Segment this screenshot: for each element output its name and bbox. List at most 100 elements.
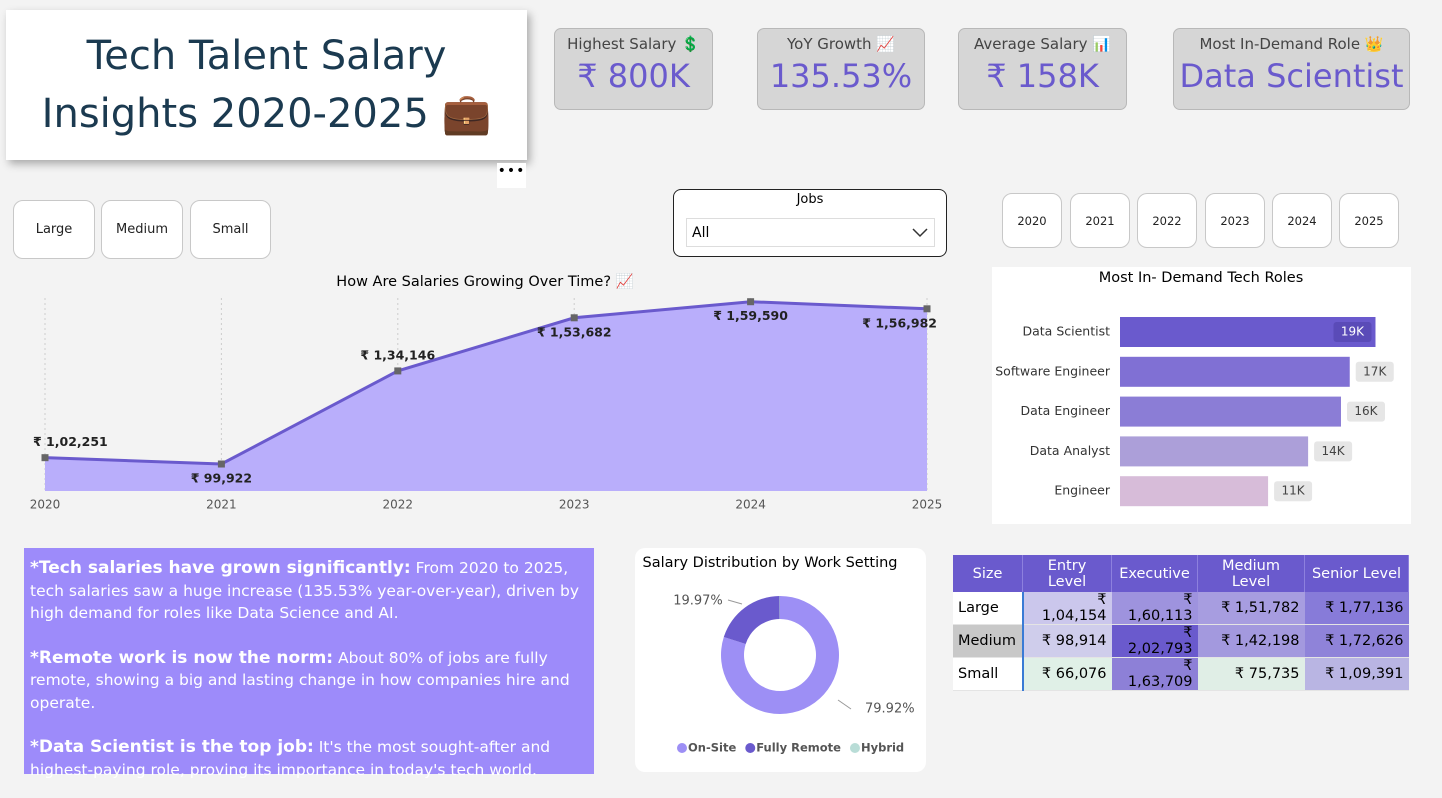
insight-text: From 2020 to 2025, tech salaries saw a h… bbox=[30, 559, 580, 622]
label-bg bbox=[1314, 441, 1353, 462]
slice bbox=[721, 596, 839, 715]
size-button[interactable]: Medium bbox=[101, 200, 183, 259]
cell: ₹ 1,60,113 bbox=[1111, 592, 1198, 625]
cell: ₹ 1,04,154 bbox=[1022, 592, 1112, 625]
bar bbox=[1120, 317, 1376, 347]
marker bbox=[570, 314, 578, 322]
insights-box: *Tech salaries have grown significantly:… bbox=[24, 548, 594, 779]
salary-table: Size Entry Level Executive Medium Level Seni… bbox=[953, 555, 1409, 691]
year-button[interactable]: 2024 bbox=[1272, 193, 1332, 248]
header-cell: Executive bbox=[1111, 555, 1198, 592]
header-cell: Senior Level bbox=[1304, 555, 1409, 592]
insight: *Remote work is now the norm: About 80% … bbox=[30, 647, 588, 715]
data-label: ₹ 1,56,982 bbox=[862, 315, 937, 330]
category-label: Data Analyst bbox=[1030, 443, 1110, 458]
leader-line bbox=[837, 699, 852, 710]
category-label: Software Engineer bbox=[995, 363, 1111, 378]
data-label: 16K bbox=[1354, 404, 1378, 418]
cell: Large bbox=[953, 592, 1024, 625]
label-bg bbox=[1333, 322, 1372, 342]
year-button[interactable]: 2020 bbox=[1002, 193, 1062, 248]
data-label: 19.97% bbox=[673, 594, 723, 609]
bar bbox=[1120, 436, 1309, 467]
insight-text: About 80% of jobs are fully remote, show… bbox=[30, 648, 570, 712]
year-button[interactable]: 2022 bbox=[1137, 193, 1197, 248]
line-title: How Are Salaries Growing Over Time? 📈 bbox=[336, 272, 633, 290]
line bbox=[44, 300, 928, 466]
category-label: Data Engineer bbox=[1021, 403, 1111, 418]
marker bbox=[923, 305, 931, 313]
chevron bbox=[912, 228, 928, 238]
more-menu[interactable]: ••• bbox=[497, 163, 526, 188]
bar bbox=[1120, 356, 1350, 387]
kpi-label: Average Salary 📊 bbox=[974, 35, 1111, 53]
insight-lead: *Data Scientist is the top job: bbox=[30, 737, 314, 757]
area bbox=[45, 301, 927, 491]
marker bbox=[217, 460, 225, 468]
page-title: Tech Talent Salary Insights 2020-2025 💼 bbox=[41, 33, 492, 137]
leader-line bbox=[727, 599, 743, 605]
insight: *Tech salaries have grown significantly:… bbox=[30, 557, 588, 625]
cell: Medium bbox=[953, 624, 1024, 658]
data-label: ₹ 1,34,146 bbox=[360, 347, 435, 362]
legend-marker bbox=[849, 743, 860, 753]
donut-panel bbox=[635, 548, 926, 772]
kpi-value: ₹ 800K bbox=[577, 57, 690, 95]
kpi-card: Highest Salary 💲 ₹ 800K bbox=[554, 28, 713, 110]
kpi-card: Average Salary 📊 ₹ 158K bbox=[958, 28, 1127, 110]
data-label: 17K bbox=[1363, 364, 1387, 378]
cell: ₹ 75,735 bbox=[1197, 657, 1305, 691]
header-cell: Entry Level bbox=[1022, 555, 1112, 592]
legend-marker bbox=[677, 743, 687, 753]
label-bg bbox=[1346, 401, 1385, 422]
x-tick-label: 2021 bbox=[206, 498, 237, 512]
data-label: 79.92% bbox=[865, 702, 915, 717]
legend-label: Hybrid bbox=[861, 741, 904, 755]
insight-text: It's the most sought-after and highest-p… bbox=[30, 738, 551, 779]
cell: ₹ 1,77,136 bbox=[1304, 592, 1409, 625]
legend-label: On-Site bbox=[688, 741, 736, 755]
cell: ₹ 98,914 bbox=[1022, 624, 1112, 658]
bar bbox=[1120, 476, 1269, 507]
data-label: 19K bbox=[1341, 325, 1365, 339]
bar-title: Most In- Demand Tech Roles bbox=[1099, 270, 1304, 286]
size-button[interactable]: Small bbox=[190, 200, 271, 259]
insight-lead: *Tech salaries have grown significantly: bbox=[30, 558, 411, 578]
year-button[interactable]: 2025 bbox=[1339, 193, 1399, 248]
x-tick-label: 2024 bbox=[735, 498, 766, 512]
data-label: 11K bbox=[1282, 484, 1306, 498]
jobs-filter: Jobs All bbox=[673, 189, 947, 257]
insight: *Data Scientist is the top job: It's the… bbox=[30, 736, 588, 781]
data-label: ₹ 99,922 bbox=[191, 471, 252, 486]
year-button[interactable]: 2023 bbox=[1205, 193, 1265, 248]
year-button[interactable]: 2021 bbox=[1070, 193, 1130, 248]
cell: ₹ 66,076 bbox=[1022, 657, 1112, 691]
bar bbox=[1120, 396, 1341, 427]
x-tick-label: 2020 bbox=[30, 498, 61, 512]
data-label: 14K bbox=[1322, 444, 1346, 458]
category-label: Engineer bbox=[1054, 483, 1111, 498]
cell: ₹ 2,02,793 bbox=[1111, 624, 1198, 658]
cell: ₹ 1,42,198 bbox=[1197, 624, 1305, 658]
dropdown-value: All bbox=[692, 225, 710, 241]
x-tick-label: 2022 bbox=[383, 498, 414, 512]
kpi-value: 135.53% bbox=[769, 57, 913, 95]
marker bbox=[394, 367, 402, 375]
kpi-card: YoY Growth 📈 135.53% bbox=[757, 28, 925, 110]
cell: ₹ 1,51,782 bbox=[1197, 592, 1305, 625]
size-button[interactable]: Large bbox=[13, 200, 95, 259]
kpi-label: Highest Salary 💲 bbox=[567, 35, 700, 53]
cell: Small bbox=[953, 657, 1024, 691]
category-label: Data Scientist bbox=[1023, 324, 1111, 339]
label-bg bbox=[1355, 361, 1394, 382]
donut-title: Salary Distribution by Work Setting bbox=[643, 555, 898, 571]
cell: ₹ 1,63,709 bbox=[1111, 657, 1198, 691]
x-tick-label: 2023 bbox=[559, 498, 590, 512]
insight-lead: *Remote work is now the norm: bbox=[30, 647, 334, 668]
header-cell: Medium Level bbox=[1197, 555, 1305, 592]
dropdown[interactable]: All bbox=[686, 218, 935, 247]
data-label: ₹ 1,02,251 bbox=[33, 434, 108, 449]
legend-marker bbox=[745, 743, 756, 753]
